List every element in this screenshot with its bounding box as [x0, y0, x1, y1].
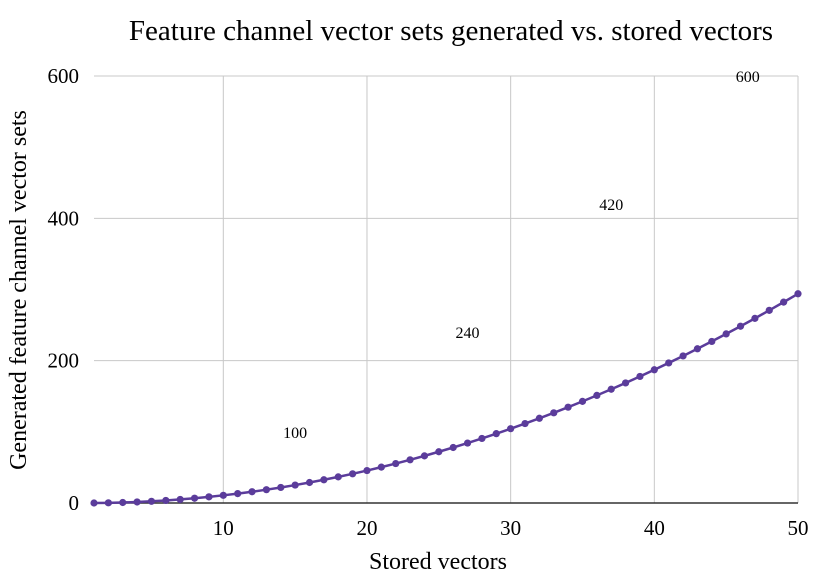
data-point	[334, 473, 342, 481]
data-point	[564, 403, 572, 411]
data-point	[176, 495, 184, 504]
data-point	[593, 391, 601, 399]
data-point	[679, 352, 687, 360]
data-label-240: 240	[456, 325, 480, 342]
series-line-0	[93, 292, 799, 505]
data-point	[535, 414, 543, 422]
data-point	[736, 322, 745, 330]
chart-title: Feature channel vector sets generated vs…	[129, 15, 773, 47]
data-point	[780, 298, 788, 306]
axes: 0 200 400 600 10 20 30 40 50	[48, 64, 809, 540]
data-point	[363, 466, 371, 475]
x-tick-label-20: 20	[356, 516, 377, 540]
data-point	[219, 491, 227, 499]
y-axis-label: Generated feature channel vector sets	[6, 110, 32, 470]
x-tick-label-40: 40	[644, 516, 665, 540]
data-point	[349, 470, 357, 478]
data-point	[377, 463, 385, 471]
data-point	[90, 499, 98, 507]
data-point	[650, 366, 658, 374]
data-point	[320, 476, 328, 484]
data-point	[578, 397, 587, 405]
data-point	[463, 439, 472, 447]
data-point	[305, 478, 314, 487]
data-point	[190, 494, 199, 502]
y-tick-label-0: 0	[69, 491, 80, 515]
data-point	[119, 498, 127, 507]
data-label-600: 600	[736, 69, 760, 86]
data-label-100: 100	[283, 425, 307, 442]
data-point	[406, 456, 414, 464]
x-tick-label-30: 30	[500, 516, 521, 540]
data-point	[291, 481, 299, 489]
data-point	[607, 385, 615, 393]
data-point	[420, 452, 429, 460]
data-labels: 100 240 420 600	[283, 69, 760, 442]
data-point	[765, 306, 773, 314]
data-point	[693, 345, 702, 353]
data-point	[751, 314, 759, 322]
data-point	[262, 486, 271, 494]
data-point	[478, 434, 486, 443]
data-point	[621, 379, 630, 387]
data-point	[147, 497, 156, 505]
y-tick-label-400: 400	[48, 206, 80, 230]
data-point	[708, 337, 716, 346]
data-point	[794, 290, 802, 298]
data-point	[162, 496, 170, 505]
x-axis-label: Stored vectors	[369, 549, 507, 575]
data-label-420: 420	[599, 197, 623, 214]
data-point	[392, 459, 400, 468]
data-point	[550, 409, 558, 417]
data-point	[104, 499, 112, 507]
grid	[94, 75, 799, 503]
data-point	[722, 330, 730, 338]
data-point	[234, 490, 242, 498]
data-point	[492, 430, 500, 438]
y-tick-label-200: 200	[48, 349, 80, 373]
x-tick-label-10: 10	[213, 516, 234, 540]
data-point	[521, 419, 529, 428]
data-point	[636, 372, 644, 381]
data-point	[449, 443, 457, 452]
data-point	[435, 448, 443, 456]
data-point	[248, 488, 256, 496]
data-point	[205, 493, 213, 501]
data-point	[277, 483, 285, 492]
data-point	[133, 498, 141, 506]
data-point	[665, 359, 673, 367]
series-layer	[90, 290, 802, 507]
x-tick-label-50: 50	[788, 516, 809, 540]
y-tick-label-600: 600	[48, 64, 80, 88]
data-point	[507, 425, 515, 433]
